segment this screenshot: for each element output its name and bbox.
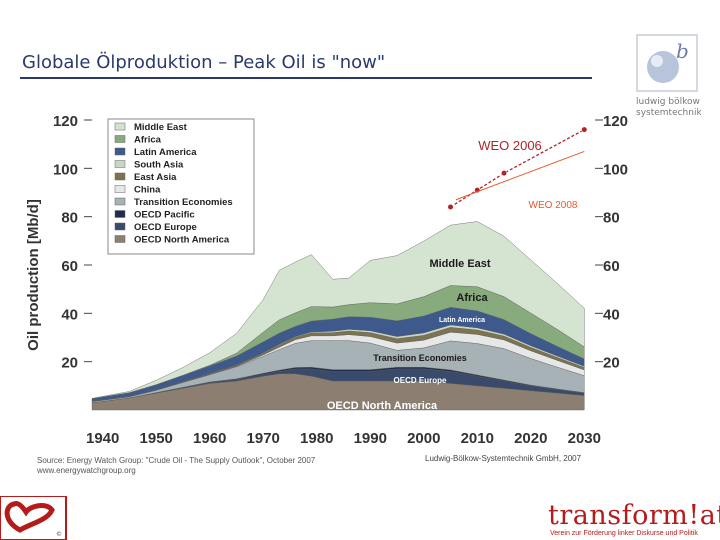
legend-label-transition-economies: Transition Economies: [134, 197, 233, 208]
y-tick-right-80: 80: [603, 210, 620, 227]
weo-2008-label: WEO 2008: [529, 200, 578, 211]
y-tick-right-60: 60: [603, 258, 620, 275]
region-label-latin-america: Latin America: [439, 317, 485, 324]
x-tick-1980: 1980: [300, 430, 333, 447]
y-tick-left-40: 40: [61, 306, 78, 323]
svg-text:b: b: [676, 39, 689, 63]
transform-logo: transform!at: [548, 500, 720, 531]
y-tick-right-120: 120: [603, 113, 628, 130]
weo-2006-label: WEO 2006: [478, 138, 542, 153]
legend-swatch-latin-america: [114, 147, 126, 156]
x-tick-1940: 1940: [86, 430, 119, 447]
region-label-transition-economies: Transition Economies: [373, 353, 467, 363]
y-tick-left-80: 80: [61, 210, 78, 227]
x-tick-1990: 1990: [354, 430, 387, 447]
source-url: www.energywatchgroup.org: [37, 466, 136, 475]
legend-label-oecd-europe: OECD Europe: [134, 222, 197, 233]
chart-credit: Ludwig-Bölkow-Systemtechnik GmbH, 2007: [425, 454, 582, 463]
source-note: Source: Energy Watch Group: "Crude Oil -…: [37, 456, 315, 476]
x-tick-1970: 1970: [247, 430, 280, 447]
weo-2006-line: [450, 129, 585, 208]
legend-label-oecd-north-america: OECD North America: [134, 235, 230, 246]
legend-swatch-oecd-europe: [114, 222, 126, 231]
weo-2006-point-2015: [500, 170, 508, 177]
title-rule: [20, 77, 592, 79]
area-middle-east: [91, 221, 585, 399]
legend-label-middle-east: Middle East: [134, 122, 188, 133]
y-tick-right-20: 20: [603, 355, 620, 372]
legend-label-africa: Africa: [134, 135, 162, 146]
legend-swatch-oecd-pacific: [114, 210, 126, 218]
x-tick-1950: 1950: [140, 430, 173, 447]
svg-text:©: ©: [56, 531, 62, 538]
y-tick-left-120: 120: [53, 113, 78, 130]
lbst-logo: b: [636, 34, 698, 92]
weo-2006-point-2005: [447, 203, 454, 211]
legend-label-china: China: [134, 185, 161, 196]
lbst-wordmark: ludwig bölkow systemtechnik: [636, 97, 702, 118]
y-tick-right-100: 100: [603, 161, 628, 178]
region-label-oecd-europe: OECD Europe: [394, 376, 447, 385]
y-tick-left-20: 20: [61, 355, 78, 372]
legend-box: [107, 118, 255, 255]
legend-label-latin-america: Latin America: [134, 147, 197, 158]
legend-swatch-south-asia: [114, 160, 126, 168]
slide-title: Globale Ölproduktion – Peak Oil is "now": [22, 52, 386, 73]
x-tick-2000: 2000: [407, 430, 440, 447]
region-label-oecd-north-america: OECD North America: [327, 400, 438, 412]
legend-swatch-africa: [114, 135, 126, 143]
legend-label-south-asia: South Asia: [134, 160, 184, 171]
x-tick-2030: 2030: [568, 430, 601, 447]
legend-swatch-transition-economies: [114, 197, 126, 206]
x-tick-2020: 2020: [514, 430, 547, 447]
region-label-middle-east: Middle East: [429, 258, 490, 270]
weo-2008-line: [455, 150, 585, 201]
transform-tagline: Verein zur Förderung linker Diskurse und…: [550, 530, 698, 537]
legend-swatch-east-asia: [114, 172, 126, 181]
x-tick-2010: 2010: [461, 430, 494, 447]
red-emblem-logo: ©: [0, 496, 67, 540]
region-label-africa: Africa: [456, 292, 488, 304]
y-tick-right-40: 40: [603, 306, 620, 323]
weo-2006-point-2030: [581, 126, 588, 133]
legend-swatch-china: [114, 185, 126, 193]
y-tick-left-100: 100: [53, 161, 78, 178]
legend-label-oecd-pacific: OECD Pacific: [134, 210, 195, 221]
legend-swatch-middle-east: [114, 122, 126, 131]
y-tick-left-60: 60: [61, 258, 78, 275]
x-tick-1960: 1960: [193, 430, 226, 447]
source-citation: Source: Energy Watch Group: "Crude Oil -…: [37, 456, 316, 465]
legend-swatch-oecd-north-america: [114, 235, 126, 243]
y-axis-label: Oil production [Mb/d]: [25, 199, 42, 351]
legend-label-east-asia: East Asia: [134, 172, 177, 183]
